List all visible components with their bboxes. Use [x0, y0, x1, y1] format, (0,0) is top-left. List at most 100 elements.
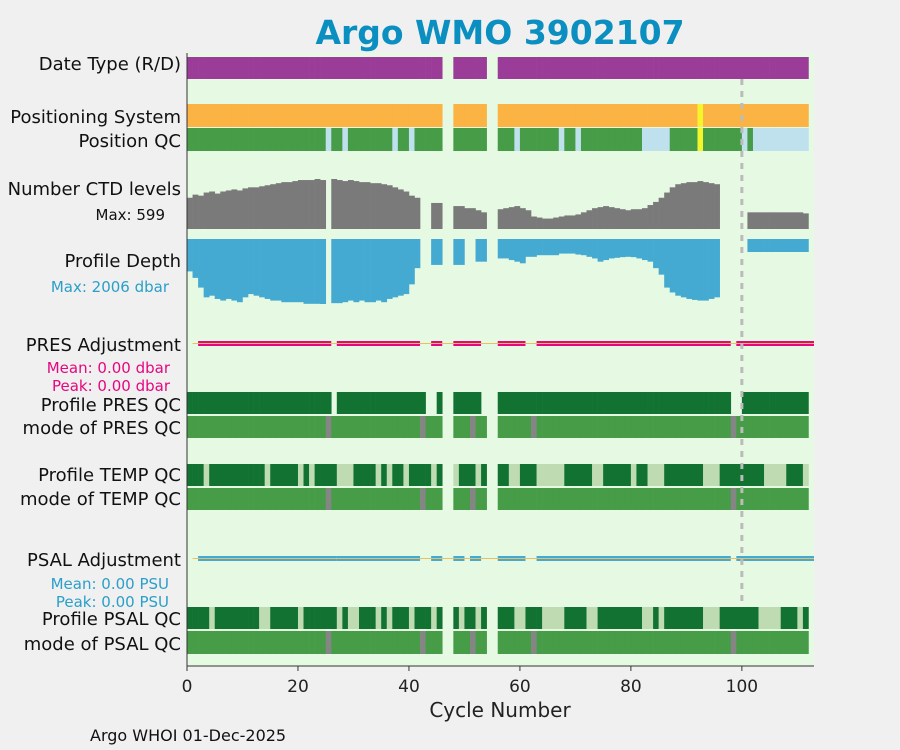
mode-psal-qc-cell — [703, 631, 709, 654]
profile-depth-bar — [392, 239, 399, 298]
profile-temp-qc-cell — [586, 464, 593, 486]
profile-depth-bar — [286, 239, 293, 303]
position-qc-cell — [769, 128, 776, 151]
mode-temp-qc-cell — [364, 488, 371, 510]
position-qc-cell — [641, 128, 648, 151]
profile-pres-qc-cell — [797, 392, 804, 414]
position-qc-cell — [503, 128, 510, 151]
profile-psal-qc-cell — [214, 607, 221, 629]
positioning-system-cell — [414, 104, 421, 127]
profile-depth-bar — [187, 239, 193, 272]
profile-psal-qc-cell — [802, 607, 809, 629]
profile-pres-qc-cell — [741, 392, 748, 414]
mode-temp-qc-cell — [531, 488, 537, 510]
date-type-cell — [342, 57, 349, 79]
profile-psal-qc-cell — [752, 607, 759, 629]
profile-pres-qc-cell — [458, 392, 465, 414]
profile-psal-qc-cell — [664, 607, 671, 629]
mode-psal-qc-cell — [309, 631, 315, 654]
profile-psal-qc-cell — [758, 607, 765, 629]
mode-temp-qc-cell — [198, 488, 204, 510]
profile-psal-qc-cell — [725, 607, 732, 629]
label-psal-mean: Mean: 0.00 PSU — [51, 575, 169, 593]
mode-psal-qc-cell — [242, 631, 249, 654]
ctd-levels-bar — [242, 188, 249, 230]
profile-temp-qc-cell — [736, 464, 743, 486]
profile-pres-qc-cell — [364, 392, 371, 414]
profile-depth-bar — [536, 239, 543, 256]
profile-pres-qc-cell — [775, 392, 782, 414]
profile-psal-qc-cell — [425, 607, 432, 629]
position-qc-cell — [253, 128, 260, 151]
label-profile-psal-qc: Profile PSAL QC — [42, 609, 181, 630]
profile-psal-qc-cell — [259, 607, 265, 629]
mode-psal-qc-cell — [359, 631, 365, 654]
profile-pres-qc-cell — [752, 392, 759, 414]
profile-depth-bar — [214, 239, 221, 299]
positioning-system-cell — [775, 104, 782, 127]
profile-temp-qc-cell — [675, 464, 682, 486]
positioning-system-cell — [747, 104, 754, 127]
profile-temp-qc-cell — [575, 464, 582, 486]
mode-temp-qc-cell — [281, 488, 288, 510]
profile-psal-qc-cell — [386, 607, 393, 629]
ctd-levels-bar — [264, 185, 271, 229]
position-qc-cell — [558, 128, 565, 151]
mode-psal-qc-cell — [653, 631, 659, 654]
profile-temp-qc-cell — [525, 464, 532, 486]
mode-temp-qc-cell — [336, 488, 343, 510]
positioning-system-cell — [791, 104, 798, 127]
mode-pres-qc-cell — [264, 416, 271, 438]
positioning-system-cell — [675, 104, 682, 127]
ctd-levels-bar — [786, 212, 793, 229]
mode-temp-qc-cell — [747, 488, 754, 510]
date-type-cell — [791, 57, 798, 79]
positioning-system-cell — [686, 104, 693, 127]
ctd-levels-bar — [586, 210, 593, 229]
mode-temp-qc-cell — [242, 488, 249, 510]
profile-psal-qc-cell — [519, 607, 526, 629]
label-mode-pres-qc: mode of PRES QC — [23, 418, 181, 439]
date-type-cell — [481, 57, 487, 79]
profile-depth-bar — [691, 239, 698, 300]
positioning-system-cell — [381, 104, 388, 127]
mode-temp-qc-cell — [259, 488, 265, 510]
positioning-system-cell — [536, 104, 543, 127]
positioning-system-cell — [209, 104, 216, 127]
mode-psal-qc-cell — [747, 631, 754, 654]
profile-temp-qc-cell — [725, 464, 732, 486]
profile-pres-qc-cell — [497, 392, 504, 414]
mode-pres-qc-cell — [719, 416, 726, 438]
date-type-cell — [475, 57, 482, 79]
profile-temp-qc-cell — [653, 464, 659, 486]
position-qc-cell — [580, 128, 587, 151]
profile-temp-qc-cell — [403, 464, 410, 486]
mode-temp-qc-cell — [730, 488, 737, 510]
ctd-levels-bar — [780, 212, 787, 229]
profile-psal-qc-cell — [514, 607, 521, 629]
date-type-cell — [259, 57, 265, 79]
ctd-levels-bar — [547, 218, 554, 229]
profile-temp-qc-cell — [414, 464, 421, 486]
profile-pres-qc-cell — [608, 392, 615, 414]
mode-pres-qc-cell — [608, 416, 615, 438]
positioning-system-cell — [392, 104, 399, 127]
mode-pres-qc-cell — [547, 416, 554, 438]
profile-psal-qc-cell — [475, 607, 482, 629]
x-tick-label: 40 — [398, 677, 420, 697]
date-type-cell — [297, 57, 304, 79]
profile-temp-qc-cell — [630, 464, 637, 486]
position-qc-cell — [564, 128, 571, 151]
profile-temp-qc-cell — [647, 464, 654, 486]
profile-psal-qc-cell — [791, 607, 798, 629]
ctd-levels-bar — [353, 181, 360, 229]
position-qc-cell — [381, 128, 388, 151]
mode-temp-qc-cell — [264, 488, 271, 510]
profile-pres-qc-cell — [592, 392, 598, 414]
ctd-levels-bar — [209, 191, 216, 229]
plot-area — [187, 53, 814, 666]
position-qc-cell — [653, 128, 659, 151]
mode-psal-qc-cell — [719, 631, 726, 654]
profile-psal-qc-cell — [508, 607, 515, 629]
profile-pres-qc-cell — [791, 392, 798, 414]
